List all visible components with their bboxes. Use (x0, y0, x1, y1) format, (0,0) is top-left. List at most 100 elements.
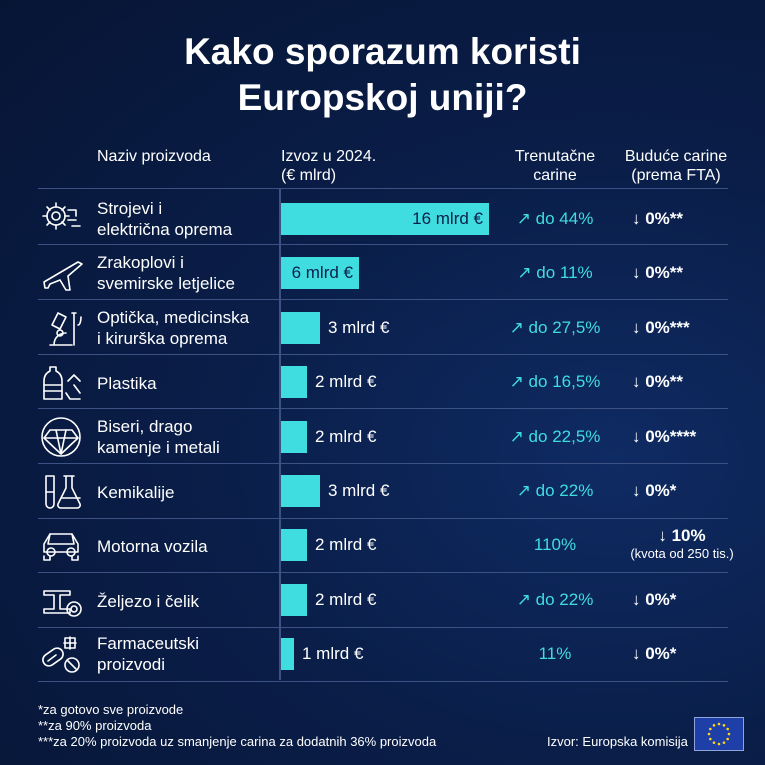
row-divider (38, 463, 728, 464)
microscope-icon (49, 311, 82, 346)
future-tariff: ↓ 0%** (622, 372, 742, 392)
future-tariff-value: ↓ 0%* (632, 481, 677, 500)
product-name-line-1: Zrakoplovi i (97, 253, 184, 273)
product-name-line-1: Strojevi i (97, 199, 163, 218)
eu-flag-star (722, 724, 726, 727)
product-name-line-1: Biseri, drago (97, 416, 193, 436)
row-divider (38, 518, 728, 519)
eu-flag-star (709, 737, 712, 741)
row-divider (38, 681, 728, 682)
table-row: Farmaceutski proizvodi 1 mlrd € 11% ↓ 0%* (0, 629, 765, 683)
row-divider (38, 627, 728, 628)
bar (281, 257, 359, 290)
product-name: Zrakoplovi i svemirske letjelice (97, 252, 277, 294)
product-name: Optička, medicinska i kirurška oprema (97, 307, 277, 349)
future-tariff: ↓ 0%* (622, 644, 742, 664)
table-row: Plastika 2 mlrd € ↗ do 16,5% ↓ 0%** (0, 357, 765, 411)
header-future-line-2: (prema FTA) (631, 167, 721, 184)
eu-flag-icon (694, 717, 744, 751)
car-icon (43, 533, 79, 562)
future-tariff-value: ↓ 0%**** (632, 426, 697, 446)
future-tariff: ↓ 10% (kvota od 250 tis.) (622, 526, 742, 562)
product-name: Kemikalije (97, 482, 277, 503)
header-export-line-2: (€ mlrd) (281, 167, 337, 184)
bar-value-label: 3 mlrd € (328, 317, 390, 337)
future-tariff-value: ↓ 0%** (632, 263, 684, 283)
header-current-line-2: carine (533, 167, 577, 184)
row-divider (38, 572, 728, 573)
bar (281, 311, 320, 344)
machinery-gear-icon (42, 202, 81, 230)
axis-line (279, 188, 281, 680)
future-tariff: ↓ 0%**** (622, 427, 742, 447)
future-tariff-value: ↓ 0%*** (632, 317, 690, 337)
eu-flag-star (707, 732, 711, 736)
row-divider (38, 299, 728, 300)
title-line-1: Kako sporazum koristi (184, 31, 581, 72)
product-name-line-1: Plastika (97, 374, 157, 394)
current-tariff: ↗ do 11% (517, 263, 593, 283)
footnote-1: *za gotovo sve proizvode (38, 702, 184, 717)
table-row: Zrakoplovi i svemirske letjelice 6 mlrd € ↗… (0, 248, 765, 302)
product-name-line-1: Farmaceutski (97, 634, 200, 654)
future-tariff: ↓ 0%* (622, 481, 742, 501)
header-current-line-1: Trenutačne (514, 148, 596, 165)
table-row: Kemikalije 3 mlrd € ↗ do 22% ↓ 0%* (0, 466, 765, 520)
bar (281, 475, 320, 507)
bar (281, 203, 489, 235)
diamond-icon (41, 416, 81, 457)
future-tariff-note: (kvota od 250 tis.) (630, 546, 734, 562)
future-tariff-value: ↓ 0%** (632, 209, 684, 228)
steel-beam-icon (43, 589, 82, 617)
product-name: Plastika (97, 373, 277, 394)
bar-value-label: 16 mlrd € (412, 209, 483, 228)
product-name-line-1: Motorna vozila (97, 537, 208, 557)
bar (281, 583, 307, 616)
pills-icon (42, 636, 80, 673)
source-note: Izvor: Europska komisija (547, 734, 688, 749)
bar-value-label: 2 mlrd € (315, 535, 377, 555)
bar-value-label: 6 mlrd € (291, 263, 353, 283)
future-tariff: ↓ 0%* (622, 590, 742, 610)
bar (281, 638, 294, 671)
row-divider (38, 188, 728, 189)
eu-flag-star (726, 737, 729, 741)
product-name-line-1: Kemikalije (97, 483, 175, 502)
current-tariff: ↗ do 27,5% (509, 317, 601, 337)
future-tariff-value: ↓ 0%** (632, 372, 684, 392)
future-tariff-value: ↓ 0%* (632, 589, 677, 609)
product-name-line-1: Željezo i čelik (97, 591, 200, 611)
product-name-line-1: Optička, medicinska (97, 307, 250, 327)
bar-value-label: 2 mlrd € (315, 372, 377, 392)
product-name-line-2: proizvodi (97, 655, 166, 675)
product-name-line-2: i kirurška oprema (97, 328, 228, 348)
future-tariff-value: ↓ 10% (658, 526, 706, 546)
header-future-line-1: Buduće carine (624, 148, 728, 165)
footnote-2: **za 90% proizvoda (38, 718, 152, 733)
bar-value-label: 2 mlrd € (315, 589, 377, 609)
bar (281, 529, 307, 562)
product-name: Farmaceutski proizvodi (97, 633, 277, 675)
bar-value-label: 2 mlrd € (315, 426, 377, 446)
product-name-line-2: svemirske letjelice (97, 274, 235, 294)
table-row: Biseri, drago kamenje i metali 2 mlrd € ↗ d… (0, 412, 765, 466)
current-tariff: ↗ do 16,5% (509, 372, 601, 392)
eu-flag-star (709, 727, 712, 731)
eu-flag-star (717, 722, 721, 726)
product-name-line-2: električna oprema (97, 220, 233, 239)
table-row: Optička, medicinska i kirurška oprema 3 ml… (0, 303, 765, 357)
row-divider (38, 244, 728, 245)
current-tariff: ↗ do 22% (516, 481, 594, 500)
eu-flag-star (712, 741, 716, 744)
future-tariff: ↓ 0%** (622, 263, 742, 283)
table-row: Motorna vozila 2 mlrd € 110% ↓ 10% (kvota od… (0, 520, 765, 574)
product-name-line-2: kamenje i metali (97, 437, 220, 457)
footnote-3: ***za 20% proizvoda uz smanjenje carina … (38, 734, 437, 749)
bar-value-label: 1 mlrd € (302, 644, 364, 664)
product-name: Biseri, drago kamenje i metali (97, 416, 277, 458)
current-tariff: ↗ do 22,5% (509, 426, 601, 446)
current-tariff: ↗ do 44% (516, 209, 594, 228)
current-tariff: 110% (533, 535, 577, 555)
future-tariff: ↓ 0%** (622, 209, 742, 229)
product-name: Motorna vozila (97, 536, 277, 557)
